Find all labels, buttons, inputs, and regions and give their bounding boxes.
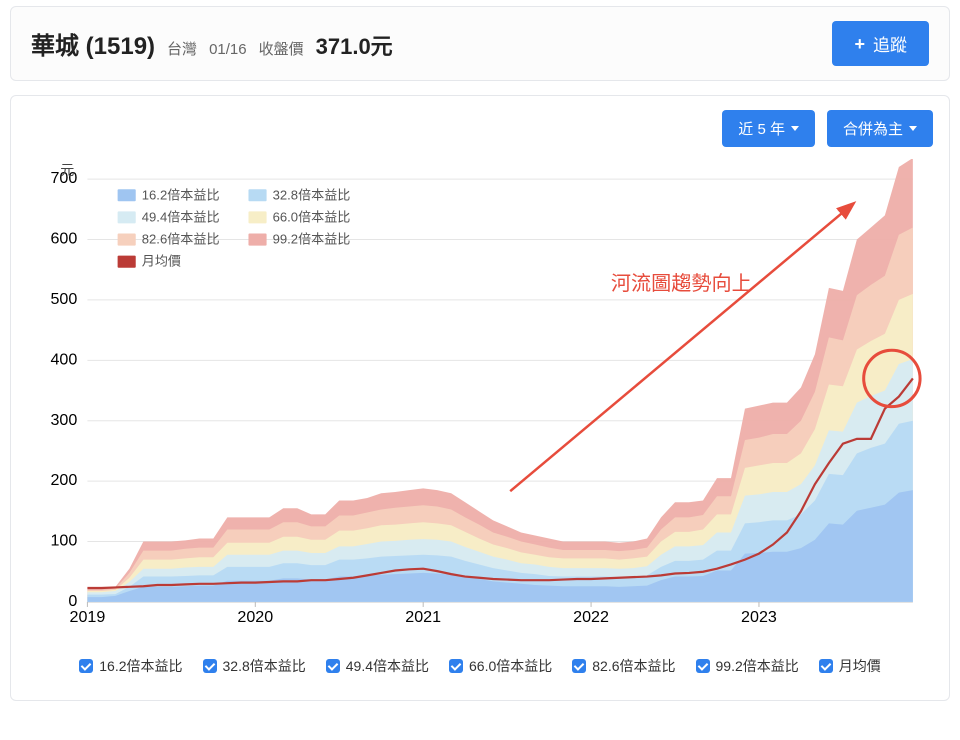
toggle-label: 32.8倍本益比	[223, 656, 306, 676]
series-toggle[interactable]: 49.4倍本益比	[326, 656, 429, 676]
toggle-label: 99.2倍本益比	[716, 656, 799, 676]
svg-text:16.2倍本益比: 16.2倍本益比	[142, 187, 220, 202]
svg-text:河流圖趨勢向上: 河流圖趨勢向上	[611, 272, 752, 295]
svg-text:2021: 2021	[405, 608, 441, 626]
checkbox-icon	[819, 659, 833, 673]
series-toggle[interactable]: 99.2倍本益比	[696, 656, 799, 676]
follow-button[interactable]: + 追蹤	[832, 21, 929, 66]
stock-price: 371.0元	[316, 29, 393, 61]
series-toggles: 16.2倍本益比 32.8倍本益比 49.4倍本益比 66.0倍本益比 82.6倍本益比…	[27, 656, 933, 676]
chart-controls: 近 5 年 合併為主	[27, 110, 933, 147]
toggle-label: 49.4倍本益比	[346, 656, 429, 676]
series-toggle[interactable]: 82.6倍本益比	[572, 656, 675, 676]
checkbox-icon	[449, 659, 463, 673]
svg-text:元: 元	[60, 162, 74, 178]
svg-text:500: 500	[50, 290, 77, 308]
svg-text:月均價: 月均價	[142, 254, 181, 269]
toggle-label: 66.0倍本益比	[469, 656, 552, 676]
series-toggle[interactable]: 月均價	[819, 656, 881, 676]
svg-text:200: 200	[50, 471, 77, 489]
range-label: 近 5 年	[738, 118, 785, 139]
checkbox-icon	[79, 659, 93, 673]
svg-text:2023: 2023	[741, 608, 777, 626]
price-label: 收盤價	[259, 38, 304, 59]
svg-text:2022: 2022	[573, 608, 609, 626]
svg-text:2020: 2020	[237, 608, 273, 626]
stock-market: 台灣	[167, 38, 197, 59]
plus-icon: +	[854, 35, 865, 53]
svg-text:600: 600	[50, 230, 77, 248]
svg-text:66.0倍本益比: 66.0倍本益比	[273, 209, 351, 224]
toggle-label: 16.2倍本益比	[99, 656, 182, 676]
consolidation-label: 合併為主	[843, 118, 903, 139]
stock-header: 華城 (1519) 台灣 01/16 收盤價 371.0元 + 追蹤	[10, 6, 950, 81]
checkbox-icon	[326, 659, 340, 673]
svg-text:2019: 2019	[70, 608, 106, 626]
series-toggle[interactable]: 16.2倍本益比	[79, 656, 182, 676]
checkbox-icon	[572, 659, 586, 673]
follow-label: 追蹤	[873, 31, 907, 56]
chart-container: 0100200300400500600700元20192020202120222…	[27, 159, 933, 642]
stock-date: 01/16	[209, 41, 247, 58]
consolidation-dropdown[interactable]: 合併為主	[827, 110, 933, 147]
chevron-down-icon	[909, 126, 917, 131]
chart-card: 近 5 年 合併為主 0100200300400500600700元201920…	[10, 95, 950, 701]
pe-river-chart: 0100200300400500600700元20192020202120222…	[27, 159, 933, 642]
checkbox-icon	[696, 659, 710, 673]
series-toggle[interactable]: 66.0倍本益比	[449, 656, 552, 676]
toggle-label: 月均價	[839, 656, 881, 676]
svg-text:49.4倍本益比: 49.4倍本益比	[142, 209, 220, 224]
svg-text:82.6倍本益比: 82.6倍本益比	[142, 232, 220, 247]
toggle-label: 82.6倍本益比	[592, 656, 675, 676]
svg-text:100: 100	[50, 532, 77, 550]
svg-text:32.8倍本益比: 32.8倍本益比	[273, 187, 351, 202]
svg-text:400: 400	[50, 350, 77, 368]
chevron-down-icon	[791, 126, 799, 131]
svg-text:300: 300	[50, 411, 77, 429]
svg-text:99.2倍本益比: 99.2倍本益比	[273, 232, 351, 247]
series-toggle[interactable]: 32.8倍本益比	[203, 656, 306, 676]
header-left: 華城 (1519) 台灣 01/16 收盤價 371.0元	[31, 26, 393, 61]
checkbox-icon	[203, 659, 217, 673]
stock-name: 華城 (1519)	[31, 26, 155, 61]
range-dropdown[interactable]: 近 5 年	[722, 110, 815, 147]
